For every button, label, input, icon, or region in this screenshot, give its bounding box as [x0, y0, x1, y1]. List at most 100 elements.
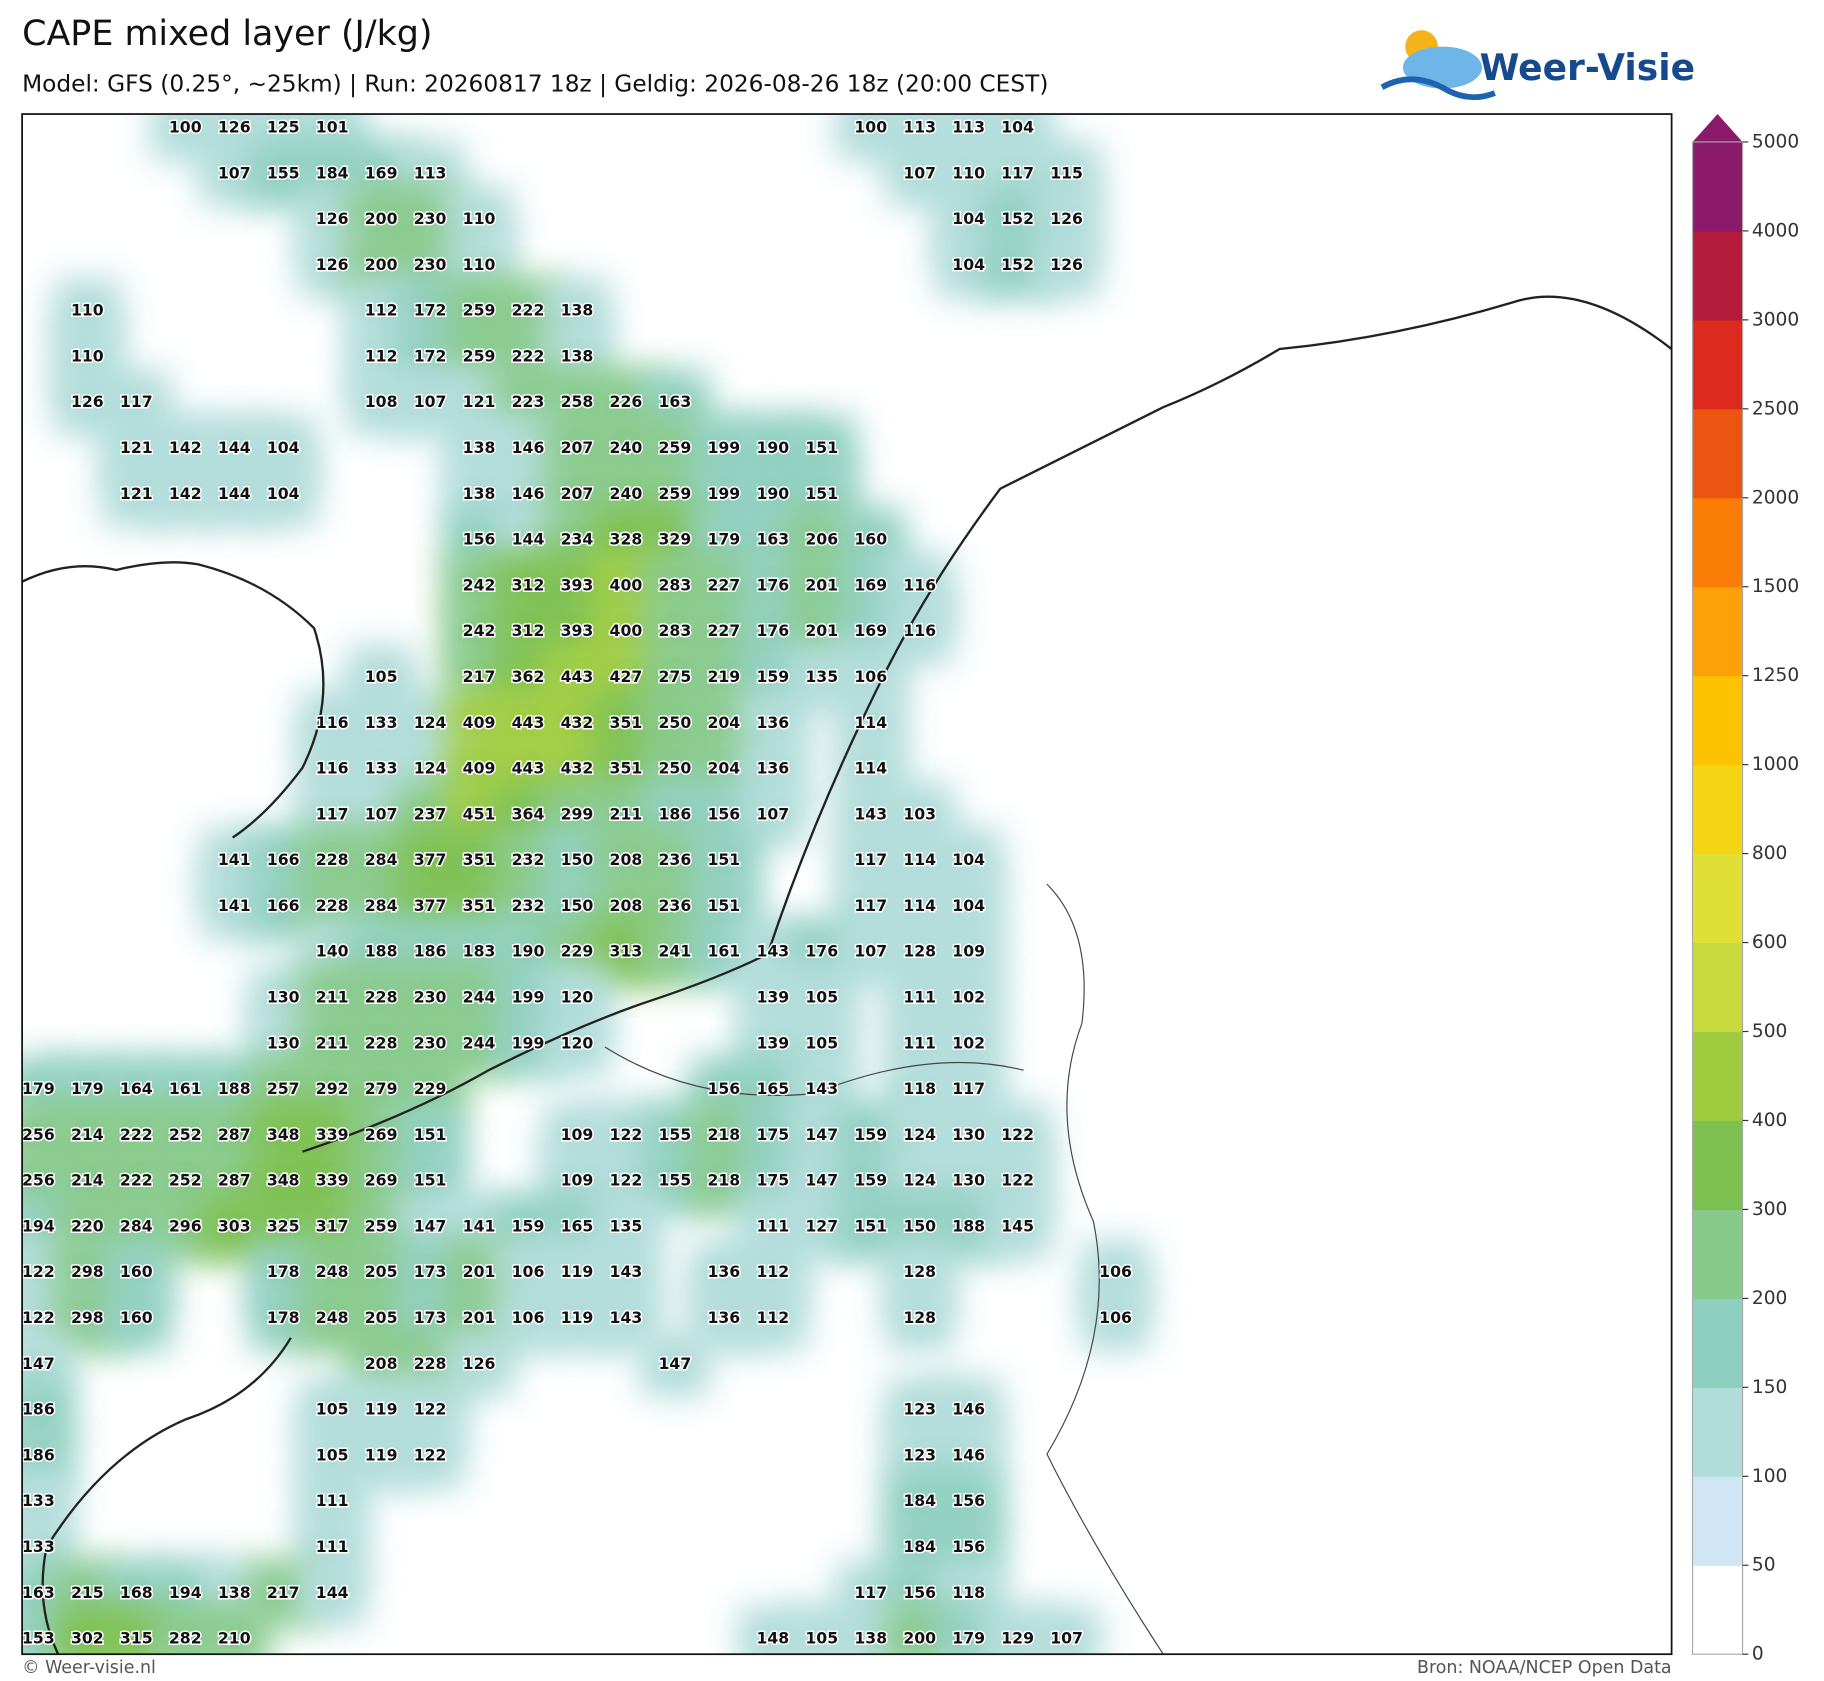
value-label: 240 [610, 438, 643, 457]
border [604, 1046, 1024, 1096]
value-label: 312 [512, 621, 545, 640]
value-label: 250 [659, 759, 692, 778]
value-label: 325 [267, 1216, 300, 1235]
cape-field [22, 114, 1151, 1655]
value-label: 146 [952, 1445, 985, 1464]
value-label: 163 [22, 1583, 55, 1602]
value-label: 176 [756, 621, 789, 640]
value-label: 298 [71, 1308, 104, 1327]
value-label: 176 [756, 575, 789, 594]
value-label: 199 [707, 438, 740, 457]
value-label: 188 [365, 942, 398, 961]
value-label: 208 [365, 1354, 398, 1373]
value-label: 248 [316, 1308, 349, 1327]
value-label: 201 [805, 621, 838, 640]
value-label: 244 [463, 1033, 496, 1052]
value-label: 229 [561, 942, 594, 961]
value-label: 113 [414, 163, 447, 182]
value-label: 119 [561, 1308, 594, 1327]
value-label: 107 [218, 163, 251, 182]
value-label: 143 [756, 942, 789, 961]
value-label: 146 [952, 1400, 985, 1419]
value-label: 150 [903, 1216, 936, 1235]
value-label: 144 [316, 1583, 349, 1602]
colorbar-label: 400 [1752, 1110, 1788, 1131]
value-label: 138 [561, 301, 594, 320]
value-label: 201 [805, 575, 838, 594]
value-label: 228 [414, 1354, 447, 1373]
value-label: 186 [659, 804, 692, 823]
value-label: 133 [22, 1491, 55, 1510]
value-label: 259 [463, 346, 496, 365]
value-label: 175 [756, 1125, 789, 1144]
value-label: 105 [365, 667, 398, 686]
coast [302, 295, 1672, 1153]
value-label: 351 [610, 759, 643, 778]
value-labels: 100 126 125 101 100 113 113 104 107 155 184 169 113 1… [21, 116, 1134, 1649]
colorbar-label: 1000 [1752, 754, 1799, 775]
value-label: 257 [267, 1079, 300, 1098]
value-label: 269 [365, 1125, 398, 1144]
value-label: 200 [365, 209, 398, 228]
colorbar-label: 500 [1752, 1021, 1788, 1042]
value-label: 269 [365, 1171, 398, 1190]
value-label: 201 [463, 1308, 496, 1327]
title: CAPE mixed layer (J/kg) [22, 14, 432, 54]
value-label: 110 [463, 209, 496, 228]
value-label: 117 [854, 1583, 887, 1602]
value-label: 283 [659, 621, 692, 640]
value-label: 205 [365, 1308, 398, 1327]
value-label: 116 [316, 759, 349, 778]
value-label: 400 [610, 575, 643, 594]
value-label: 226 [610, 392, 643, 411]
value-label: 116 [903, 621, 936, 640]
value-label: 329 [659, 530, 692, 549]
value-label: 144 [218, 484, 251, 503]
value-label: 143 [610, 1262, 643, 1281]
value-label: 127 [805, 1216, 838, 1235]
value-label: 179 [71, 1079, 104, 1098]
value-label: 259 [659, 438, 692, 457]
value-label: 275 [659, 667, 692, 686]
value-label: 232 [512, 896, 545, 915]
value-label: 287 [218, 1171, 251, 1190]
value-label: 443 [512, 759, 545, 778]
value-label: 130 [267, 988, 300, 1007]
value-label: 102 [952, 1033, 985, 1052]
cape-cell [542, 1011, 612, 1077]
value-label: 106 [1099, 1262, 1132, 1281]
value-label: 122 [22, 1262, 55, 1281]
value-label: 227 [707, 575, 740, 594]
value-label: 208 [610, 850, 643, 869]
colorbar-label: 1500 [1752, 576, 1799, 597]
value-label: 123 [903, 1445, 936, 1464]
coast [41, 1337, 292, 1655]
value-label: 184 [903, 1537, 936, 1556]
value-label: 256 [22, 1125, 55, 1144]
value-label: 241 [659, 942, 692, 961]
value-label: 443 [561, 667, 594, 686]
value-label: 117 [952, 1079, 985, 1098]
value-label: 302 [71, 1629, 104, 1648]
value-label: 104 [952, 896, 985, 915]
value-label: 215 [71, 1583, 104, 1602]
value-label: 313 [610, 942, 643, 961]
value-label: 217 [267, 1583, 300, 1602]
value-label: 109 [561, 1171, 594, 1190]
value-label: 205 [365, 1262, 398, 1281]
colorbar-segment [1692, 1387, 1743, 1477]
value-label: 299 [561, 804, 594, 823]
value-label: 351 [463, 850, 496, 869]
value-label: 206 [805, 530, 838, 549]
value-label: 166 [267, 850, 300, 869]
value-label: 143 [610, 1308, 643, 1327]
value-label: 220 [71, 1216, 104, 1235]
value-label: 150 [561, 896, 594, 915]
value-label: 156 [463, 530, 496, 549]
value-label: 102 [952, 988, 985, 1007]
value-label: 292 [316, 1079, 349, 1098]
value-label: 107 [903, 163, 936, 182]
value-label: 248 [316, 1262, 349, 1281]
value-label: 111 [316, 1491, 349, 1510]
value-label: 133 [365, 713, 398, 732]
